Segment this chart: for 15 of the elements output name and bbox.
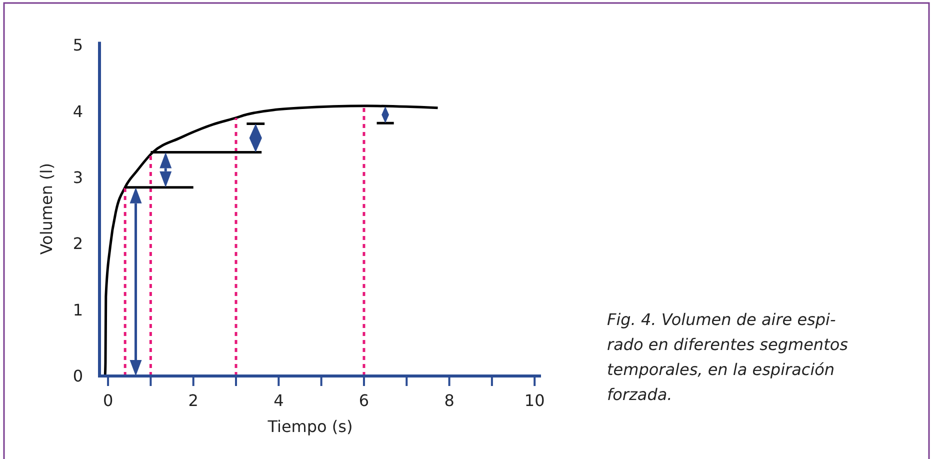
- y-tick-label: 2: [72, 234, 84, 254]
- x-tick-label: 0: [102, 391, 114, 410]
- x-tick-label: 8: [444, 391, 454, 410]
- caption: Fig. 4. Volumen de aire espi- rado en diferentes segmentos temporales, en la espiración forzada.: [607, 310, 848, 404]
- y-tick-label: 3: [72, 168, 84, 188]
- x-axis-title: Tiempo (s): [266, 417, 353, 436]
- x-tick-label: 2: [188, 391, 198, 410]
- y-axis-title: Volumen (l): [37, 163, 56, 255]
- y-tick-label: 5: [72, 36, 84, 55]
- x-tick-label: 10: [524, 391, 545, 410]
- y-tick-label: 0: [72, 366, 84, 386]
- x-tick-label: 6: [358, 391, 370, 410]
- y-tick-label: 4: [72, 102, 84, 121]
- y-tick-label: 1: [72, 300, 84, 320]
- x-tick-label: 4: [274, 391, 284, 410]
